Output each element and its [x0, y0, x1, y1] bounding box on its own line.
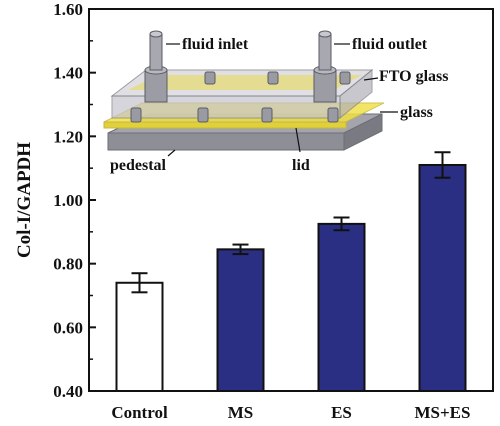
x-tick-label: MS — [228, 403, 254, 422]
label-fto-glass: FTO glass — [379, 68, 449, 85]
bar-ms-es — [418, 163, 467, 392]
pedestal-side — [343, 113, 383, 151]
callout-line-fto — [363, 77, 379, 81]
y-tick-label: 0.40 — [53, 382, 83, 401]
y-axis-label: Col-I/GAPDH — [14, 142, 35, 258]
y-tick-label: 1.60 — [53, 0, 83, 19]
glass-layer-front — [103, 121, 347, 129]
fluid-inlet-tube — [144, 30, 168, 103]
label-fluid-outlet: fluid outlet — [352, 36, 428, 53]
bar-control — [115, 281, 164, 392]
x-tick-label: MS+ES — [415, 403, 471, 422]
y-tick-label: 0.60 — [53, 318, 83, 337]
bar-es — [317, 222, 366, 392]
lid-side — [339, 68, 373, 120]
bar-ms — [216, 248, 265, 392]
axes: 0.40 0.60 0.80 1.00 1.20 1.40 1.60 Control MS ES M… — [53, 0, 494, 422]
label-pedestal: pedestal — [110, 157, 167, 174]
label-glass: glass — [400, 104, 433, 121]
pedestal-front — [107, 132, 345, 151]
x-tick-label: Control — [111, 403, 168, 422]
x-tick-label: ES — [331, 403, 352, 422]
flow-channel — [128, 75, 362, 90]
callout-line-pedestal — [167, 149, 176, 157]
bars — [115, 151, 467, 392]
callout-line-lid — [295, 127, 301, 153]
y-tick-label: 0.80 — [53, 255, 83, 274]
y-tick-label: 1.00 — [53, 191, 83, 210]
y-tick-label: 1.40 — [53, 64, 83, 83]
label-fluid-inlet: fluid inlet — [182, 36, 249, 53]
fluid-outlet-tube — [313, 30, 337, 103]
y-tick-label: 1.20 — [53, 127, 83, 146]
label-lid: lid — [292, 157, 310, 174]
microfluidic-device-illustration: fluid inlet fluid outlet FTO glass glass… — [103, 30, 449, 174]
screws — [130, 71, 351, 123]
